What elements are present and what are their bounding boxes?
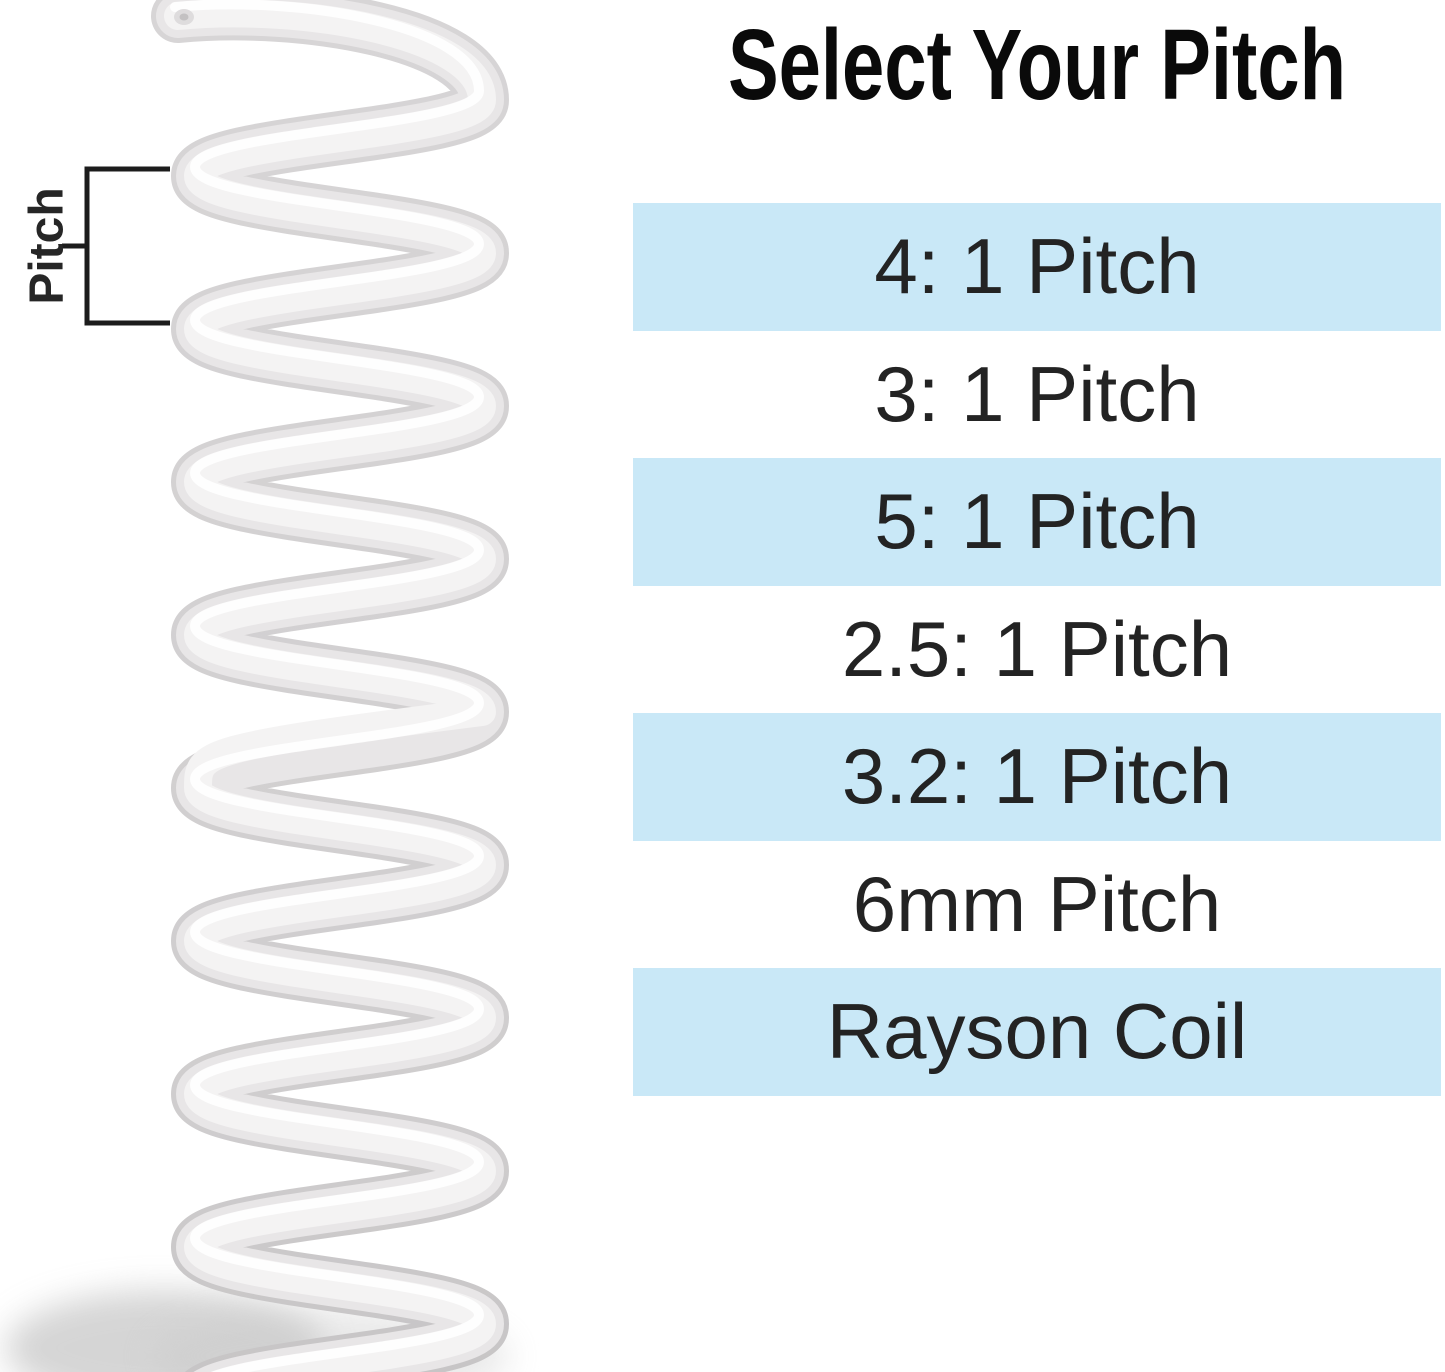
pitch-option-label: 6mm Pitch	[852, 859, 1222, 948]
coil-tube	[151, 0, 509, 1372]
coil-tip-end	[174, 9, 194, 25]
coil-tube-core	[164, 0, 496, 1372]
pitch-option-3-2-1[interactable]: 3.2: 1 Pitch	[633, 713, 1441, 841]
pitch-option-list: 4: 1 Pitch 3: 1 Pitch 5: 1 Pitch 2.5: 1 …	[633, 203, 1441, 1096]
spiral-coil-illustration: Pitch	[5, 0, 510, 1372]
pitch-option-4-1[interactable]: 4: 1 Pitch	[633, 203, 1441, 331]
pitch-option-label: 3: 1 Pitch	[874, 349, 1200, 438]
pitch-option-3-1[interactable]: 3: 1 Pitch	[633, 330, 1441, 458]
pitch-option-label: Rayson Coil	[826, 987, 1248, 1076]
pitch-option-label: 5: 1 Pitch	[874, 477, 1200, 566]
coil-gloss-highlight	[170, 0, 484, 1372]
pitch-label: Pitch	[21, 187, 74, 304]
pitch-option-label: 2.5: 1 Pitch	[841, 604, 1233, 693]
pitch-option-label: 4: 1 Pitch	[874, 222, 1200, 311]
page-title: Select Your Pitch	[727, 8, 1347, 121]
pitch-option-6mm[interactable]: 6mm Pitch	[633, 840, 1441, 968]
pitch-option-label: 3.2: 1 Pitch	[841, 732, 1233, 821]
pitch-option-5-1[interactable]: 5: 1 Pitch	[633, 458, 1441, 586]
pitch-option-2-5-1[interactable]: 2.5: 1 Pitch	[633, 585, 1441, 713]
pitch-option-rayson-coil[interactable]: Rayson Coil	[633, 968, 1441, 1096]
pitch-bracket	[62, 166, 170, 326]
